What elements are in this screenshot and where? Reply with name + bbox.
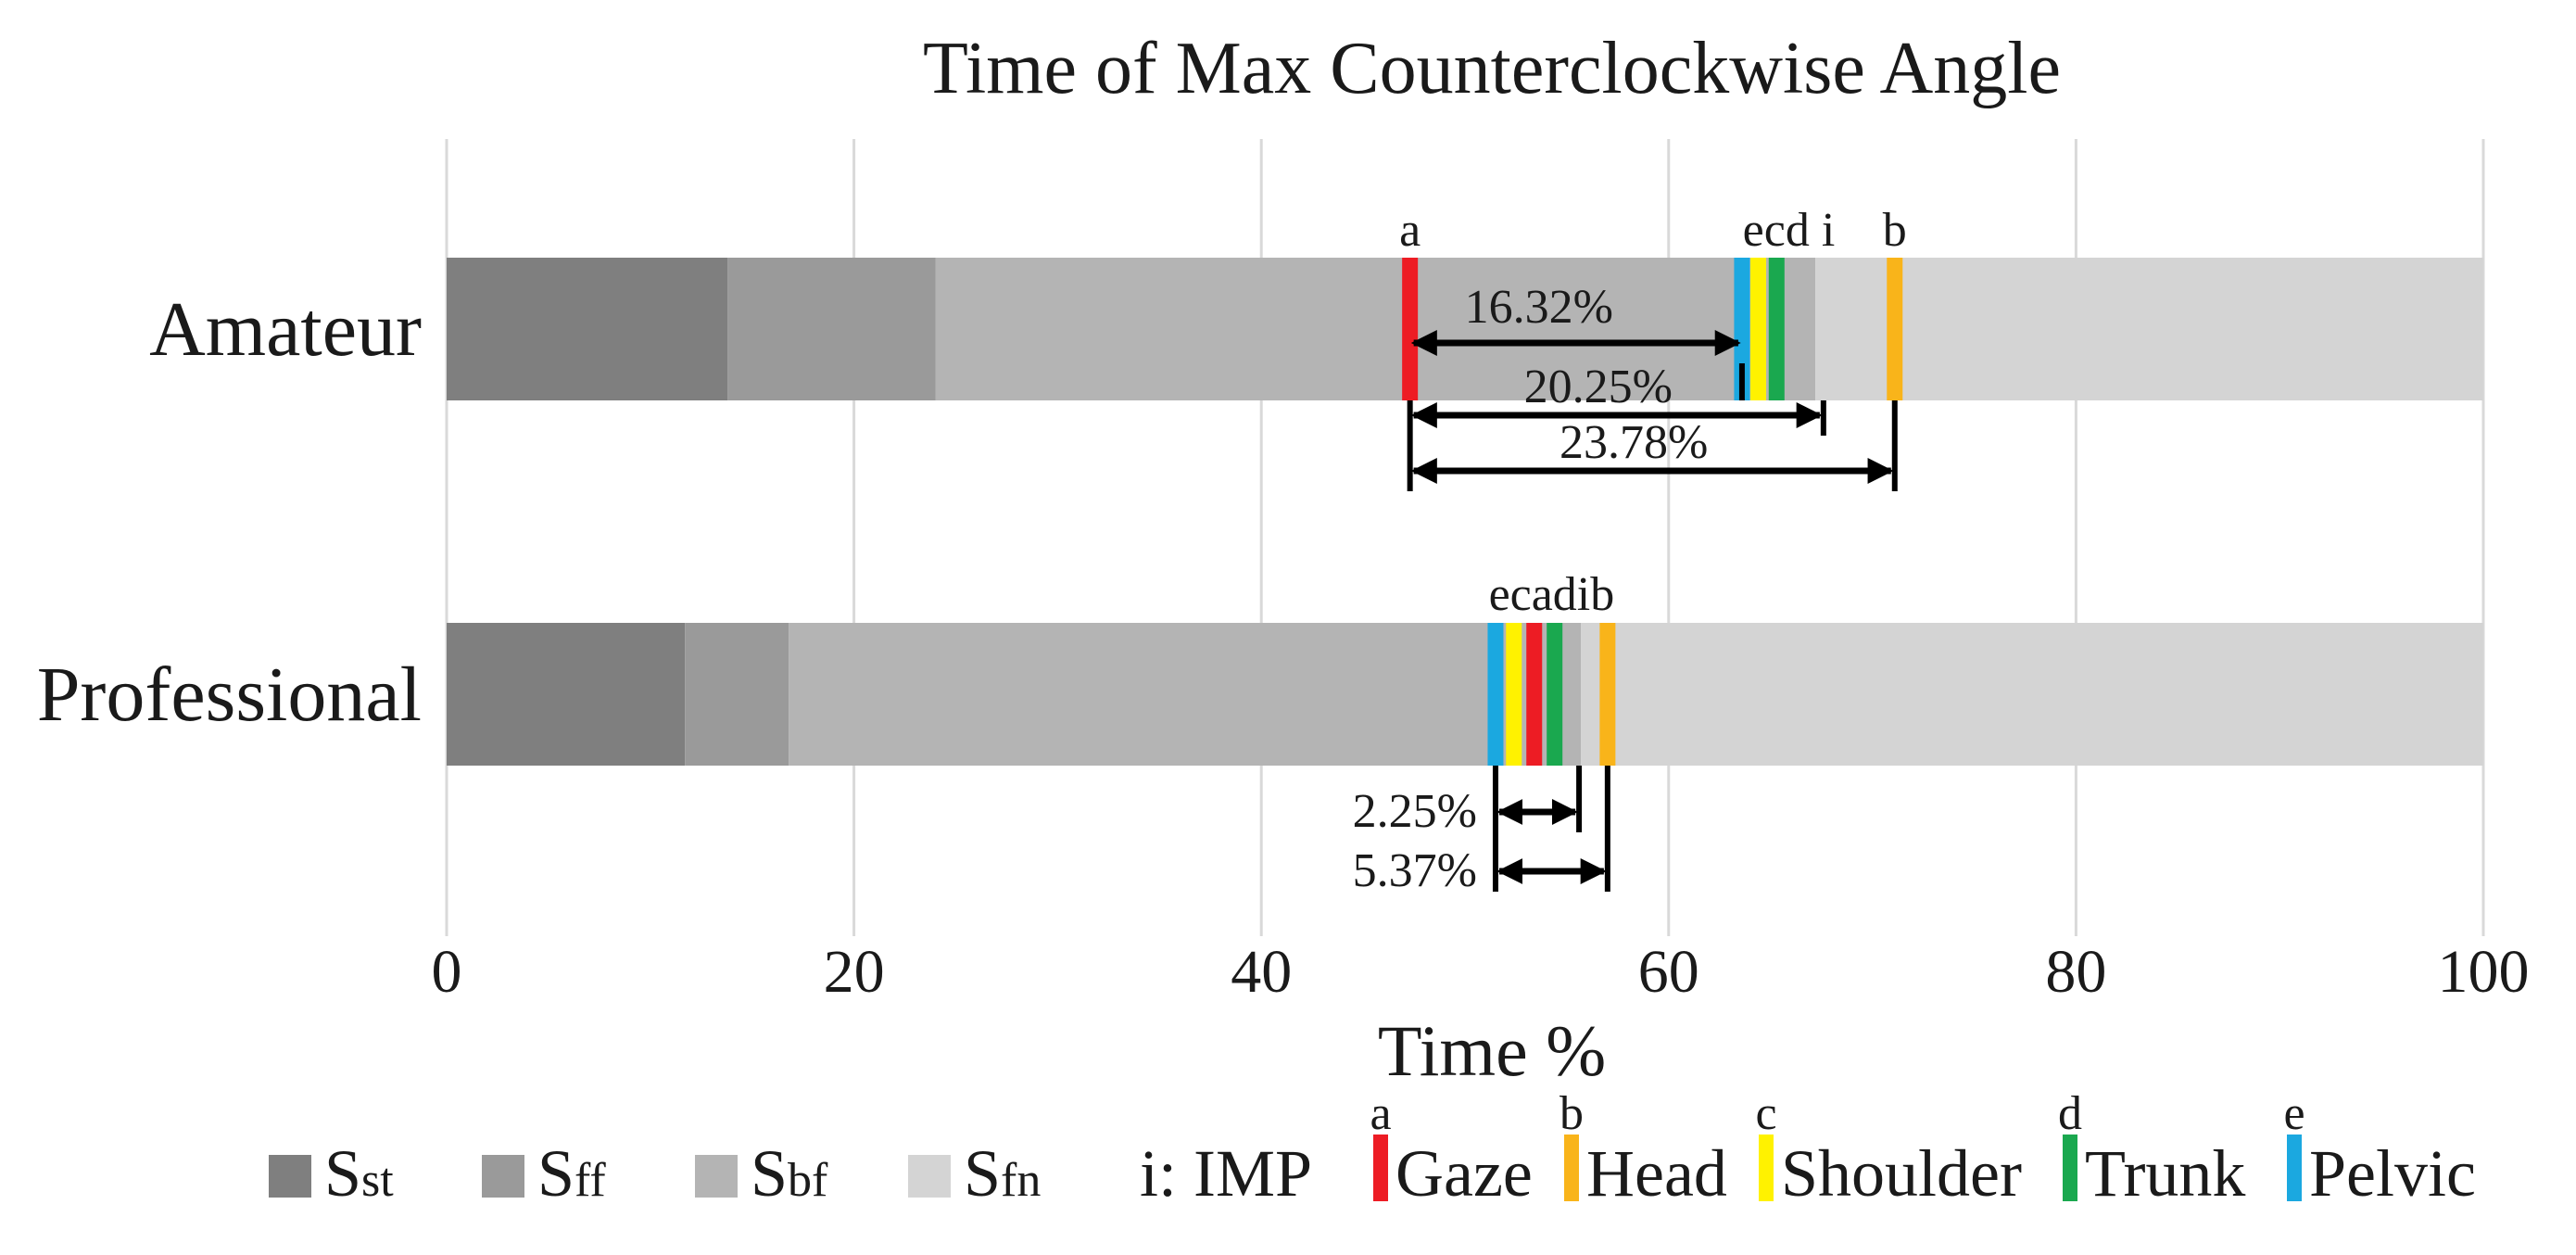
- legend-label-head: Head: [1586, 1136, 1727, 1211]
- marker-amateur-a: [1402, 258, 1419, 400]
- legend-letter-a: a: [1370, 1087, 1391, 1140]
- bar-professional-sff: [685, 623, 789, 766]
- legend-letter-c: c: [1755, 1087, 1776, 1140]
- bar-amateur-sst: [447, 258, 728, 400]
- marker-professional-c: [1506, 623, 1522, 766]
- chart-title: Time of Max Counterclockwise Angle: [923, 28, 2061, 109]
- marker-amateur-c: [1750, 258, 1767, 400]
- bar-amateur-sbf: [935, 258, 1816, 400]
- marker-professional-a: [1526, 623, 1543, 766]
- marker-amateur-e: [1734, 258, 1750, 400]
- x-tick-label-60: 60: [1638, 938, 1699, 1006]
- bar-professional-sfn: [1581, 623, 2483, 766]
- category-label-professional: Professional: [37, 652, 422, 738]
- legend-swatch-head: [1564, 1135, 1579, 1201]
- legend-label-sst: Sst: [324, 1136, 394, 1211]
- x-axis: 0 20 40 60 80 100 Amateur Professional: [37, 286, 2530, 1006]
- legend-label-trunk: Trunk: [2085, 1136, 2245, 1211]
- bars: [447, 258, 2483, 766]
- legend-swatch-sff: [482, 1155, 524, 1198]
- legend-impact-label: i: IMP: [1140, 1136, 1312, 1211]
- legend-letter-d: d: [2058, 1087, 2082, 1140]
- marker-amateur-b: [1887, 258, 1903, 400]
- marker-label-amateur-b: b: [1883, 204, 1907, 257]
- legend-swatch-gaze: [1373, 1135, 1388, 1201]
- interval-annotations: 16.32% 20.25%23.78% 2.25% 5.37%: [1353, 281, 1898, 897]
- bar-amateur-sff: [727, 258, 936, 400]
- legend-label-gaze: Gaze: [1395, 1136, 1533, 1211]
- marker-label-amateur-ecdi: ecd i: [1743, 204, 1836, 257]
- interval-label-1: 20.25%: [1524, 361, 1673, 413]
- legend-swatch-sfn: [908, 1155, 951, 1198]
- legend-label-pelvic: Pelvic: [2309, 1136, 2476, 1211]
- x-tick-label-80: 80: [2045, 938, 2106, 1006]
- legend-swatch-pelvic: [2287, 1135, 2302, 1201]
- interval-label-0: 16.32%: [1465, 281, 1613, 334]
- legend-label-shoulder: Shoulder: [1781, 1136, 2022, 1211]
- legend-letter-e: e: [2283, 1087, 2305, 1140]
- legend-swatch-shoulder: [1759, 1135, 1774, 1201]
- interval-label-2: 23.78%: [1559, 416, 1708, 469]
- legend-letter-b: b: [1559, 1087, 1584, 1140]
- legend-swatch-trunk: [2063, 1135, 2077, 1201]
- legend-label-sbf: Sbf: [751, 1136, 828, 1211]
- x-tick-label-40: 40: [1231, 938, 1292, 1006]
- legend-label-sfn: Sfn: [964, 1136, 1041, 1211]
- markers: a ecd i b ecadib: [1399, 204, 1907, 766]
- marker-label-amateur-a: a: [1399, 204, 1421, 257]
- x-axis-label: Time %: [1378, 1010, 1606, 1091]
- marker-professional-b: [1599, 623, 1616, 766]
- bar-amateur-sfn: [1815, 258, 2483, 400]
- marker-amateur-d: [1768, 258, 1785, 400]
- bar-professional-sst: [447, 623, 686, 766]
- bar-professional-sbf: [789, 623, 1582, 766]
- legend-swatch-sbf: [695, 1155, 738, 1198]
- x-tick-label-0: 0: [432, 938, 462, 1006]
- x-tick-label-20: 20: [824, 938, 885, 1006]
- marker-professional-e: [1487, 623, 1504, 766]
- interval-label-3: 2.25%: [1353, 785, 1477, 838]
- legend-label-sff: Sff: [537, 1136, 606, 1211]
- legend-swatch-sst: [269, 1155, 311, 1198]
- category-label-amateur: Amateur: [149, 286, 422, 373]
- interval-label-4: 5.37%: [1353, 844, 1477, 897]
- marker-professional-d: [1547, 623, 1563, 766]
- marker-label-professional-ecadib: ecadib: [1489, 568, 1615, 621]
- x-tick-label-100: 100: [2438, 938, 2530, 1006]
